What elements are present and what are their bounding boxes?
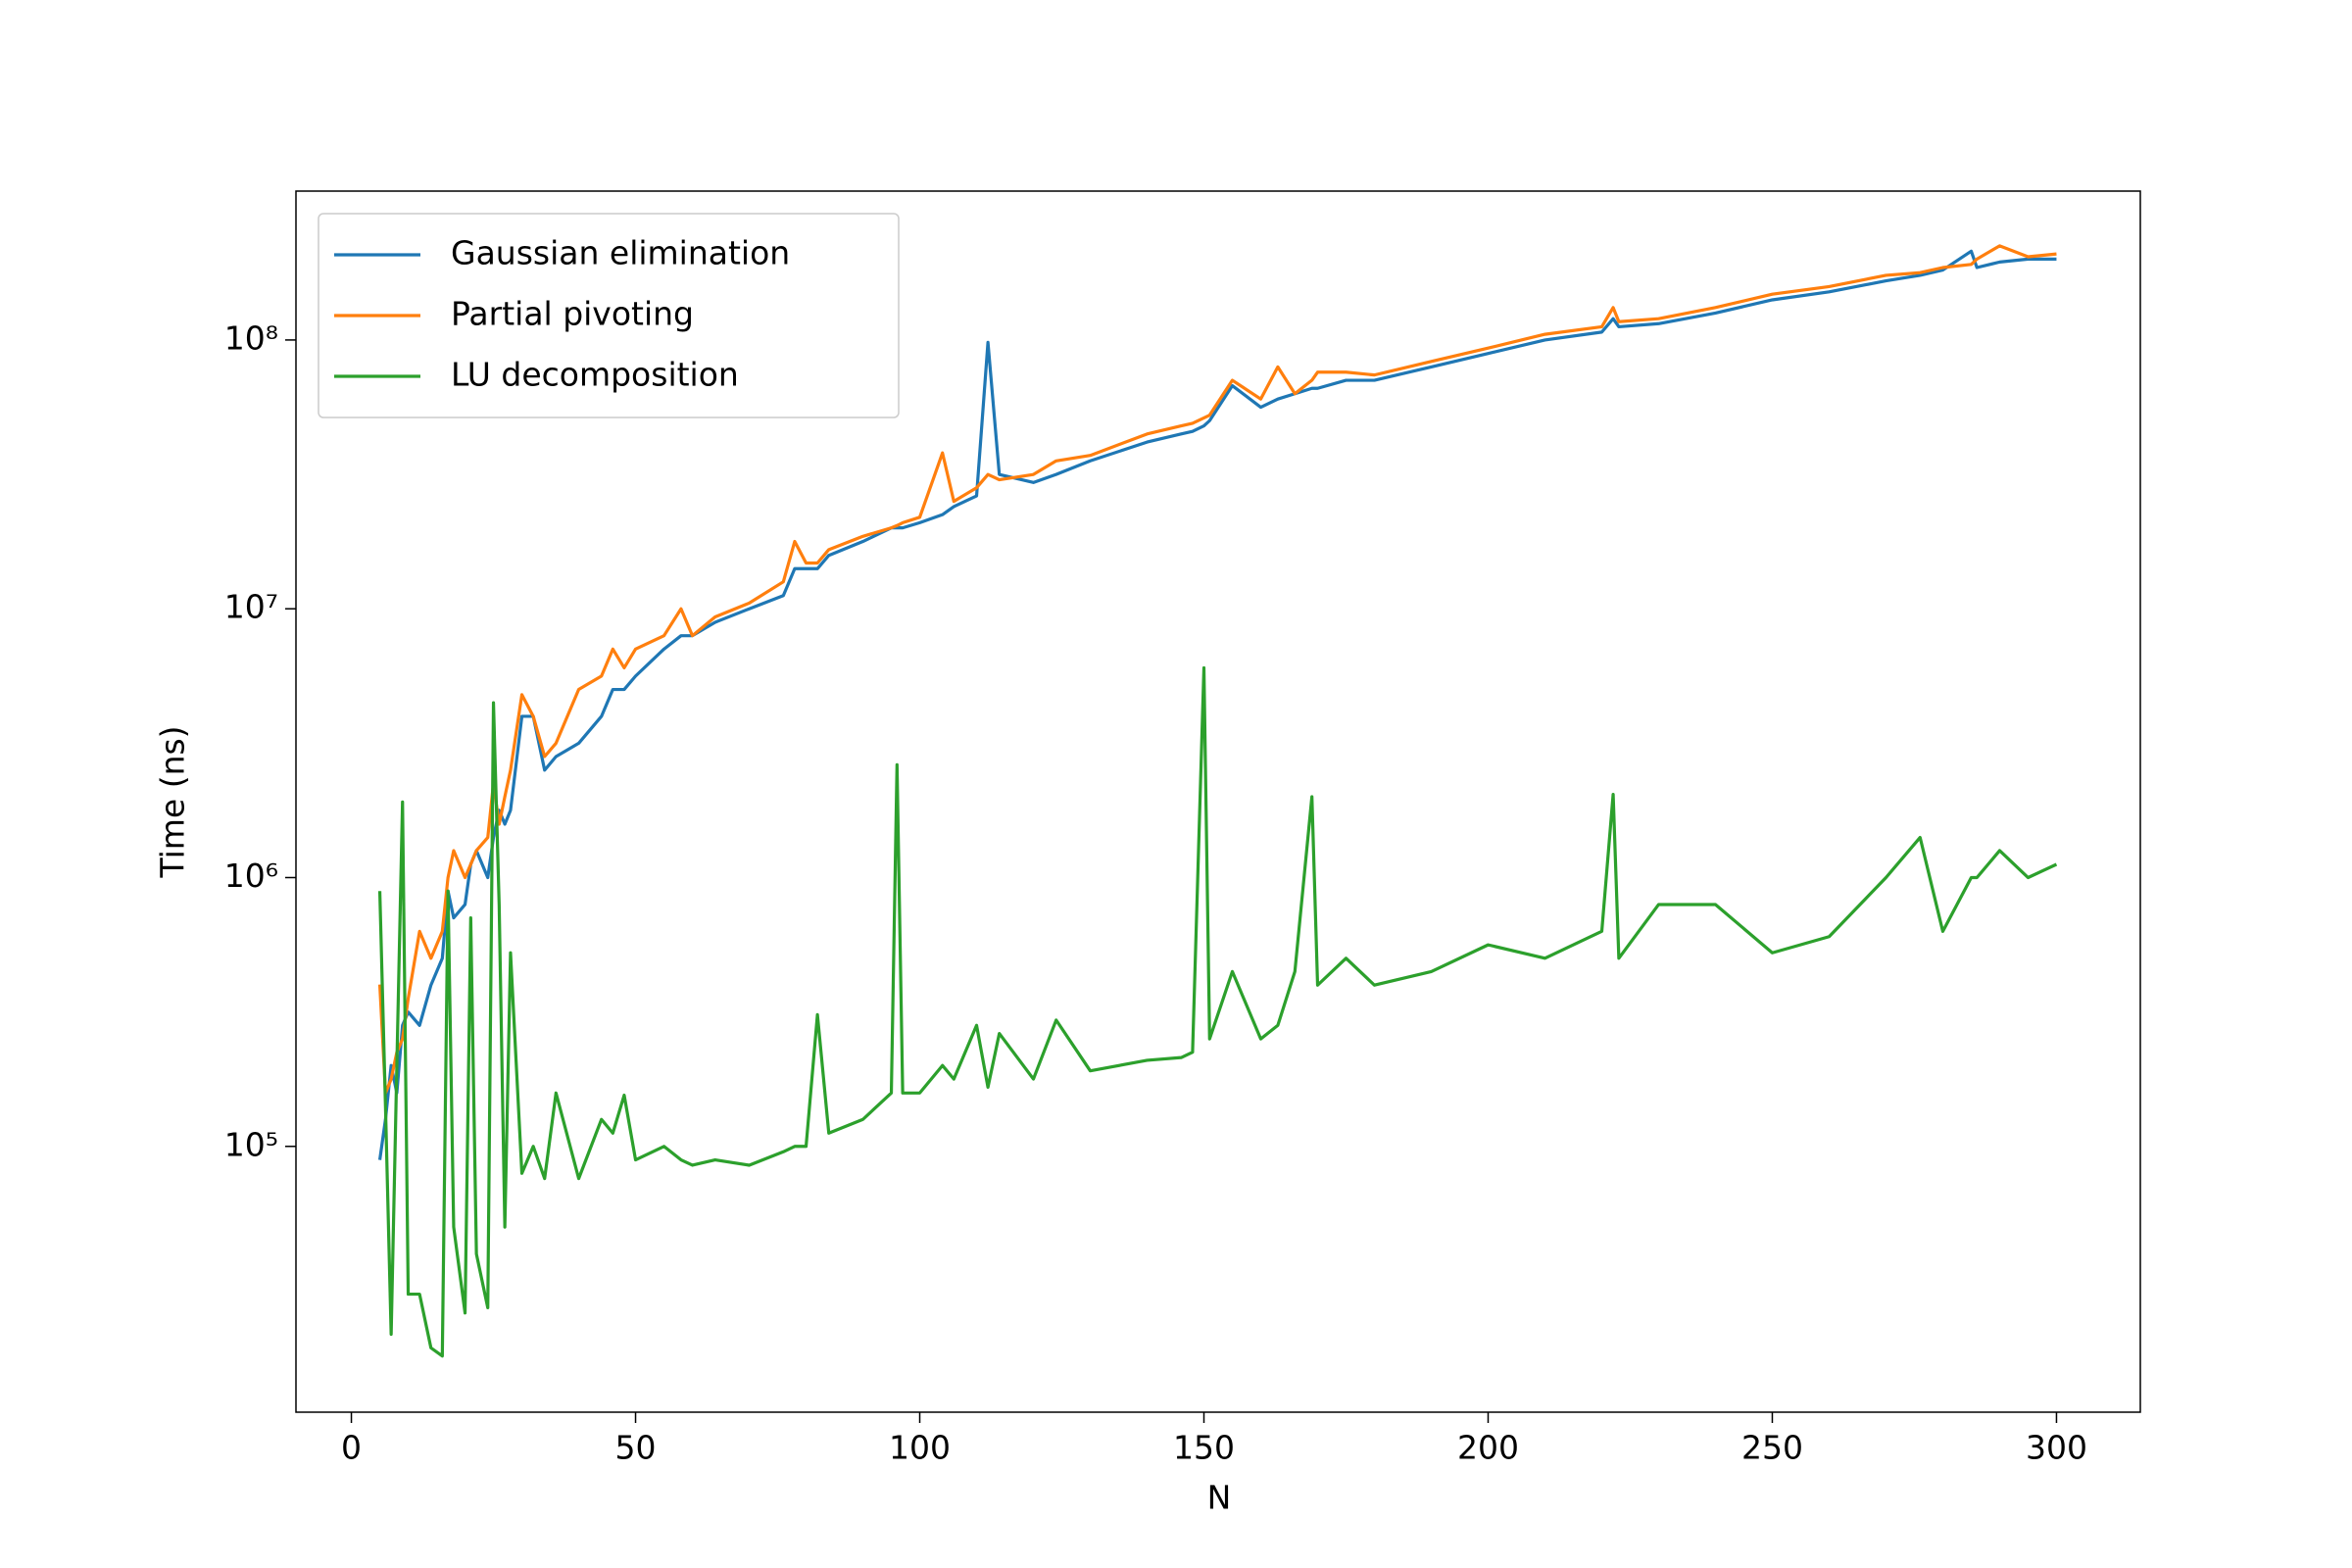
series-line — [377, 244, 2057, 1095]
x-tick-label: 0 — [341, 1429, 362, 1467]
x-tick-label: 50 — [615, 1429, 657, 1467]
y-tick-label: 10⁷ — [224, 588, 278, 626]
x-tick-label: 250 — [1741, 1429, 1803, 1467]
y-tick-label: 10⁸ — [224, 318, 278, 357]
legend-label: LU decomposition — [451, 356, 739, 394]
legend-label: Gaussian elimination — [451, 234, 790, 272]
plot-frame — [295, 190, 2141, 1413]
x-tick-label: 200 — [1457, 1429, 1519, 1467]
y-tick-label: 10⁵ — [224, 1125, 278, 1163]
x-axis-label: N — [1207, 1479, 1232, 1517]
legend-box — [318, 213, 900, 418]
y-tick-label: 10⁶ — [224, 857, 278, 895]
x-tick-label: 150 — [1173, 1429, 1235, 1467]
y-axis-label: Time (ns) — [154, 725, 192, 878]
series-line — [377, 249, 2057, 1160]
x-tick-label: 300 — [2026, 1429, 2087, 1467]
legend-label: Partial pivoting — [451, 295, 694, 333]
series-line — [377, 665, 2058, 1358]
x-tick-label: 100 — [889, 1429, 951, 1467]
